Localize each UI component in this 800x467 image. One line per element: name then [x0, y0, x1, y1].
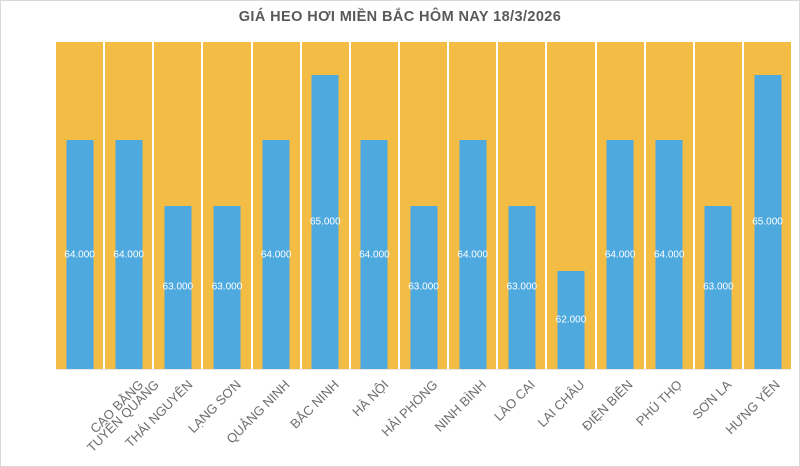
- bar-column: 64.000: [252, 42, 300, 369]
- x-axis-label: NINH BÌNH: [431, 377, 490, 435]
- bar-column: 63.000: [498, 42, 546, 369]
- bar: 65.000: [752, 74, 783, 369]
- bar: 63.000: [703, 205, 734, 369]
- bar-column: 63.000: [203, 42, 251, 369]
- bar: 62.000: [555, 270, 587, 369]
- bar: 64.000: [653, 140, 685, 369]
- bar-value-label: 64.000: [653, 249, 685, 261]
- x-axis-labels: TUYÊN QUANG CAO BẰNG THÁI NGUYÊN LẠNG SƠN QU…: [56, 370, 791, 465]
- bar-column: 64.000: [449, 42, 497, 369]
- bar-column: 62.000: [547, 42, 595, 369]
- bar-value-label: 64.000: [260, 249, 292, 261]
- bar: 65.000: [309, 74, 341, 369]
- bar: 63.000: [211, 205, 243, 369]
- bar-column: 64.000: [645, 42, 693, 369]
- bar-column: 64.000: [105, 42, 153, 369]
- bar-value-label: 63.000: [703, 281, 734, 293]
- bar: 64.000: [260, 140, 292, 369]
- x-axis-label: BẮC NINH: [287, 377, 343, 432]
- bar-column: 63.000: [154, 42, 202, 369]
- bar-value-label: 64.000: [64, 249, 95, 261]
- bar: 64.000: [457, 140, 488, 369]
- bar-column: 65.000: [301, 42, 349, 369]
- bar-value-label: 63.000: [408, 281, 439, 293]
- x-axis-label: SƠN LA: [689, 377, 735, 423]
- bar: 64.000: [604, 140, 636, 369]
- bar-value-label: 63.000: [506, 281, 538, 293]
- x-axis-label: HÀ NỘI: [348, 377, 392, 420]
- x-axis-label: PHÚ THỌ: [633, 377, 686, 429]
- bar-value-label: 62.000: [555, 314, 587, 326]
- x-axis-label: LÀO CAI: [491, 377, 539, 424]
- bar-value-label: 64.000: [359, 249, 390, 261]
- bar-column: 64.000: [56, 42, 104, 369]
- bar-value-label: 63.000: [162, 281, 194, 293]
- bar-column: 64.000: [350, 42, 398, 369]
- bar-column: 63.000: [399, 42, 448, 369]
- bar: 64.000: [359, 140, 390, 369]
- bar-column: 65.000: [743, 42, 792, 369]
- bar-column: 64.000: [596, 42, 644, 369]
- bar: 64.000: [113, 140, 144, 369]
- chart-title: GIÁ HEO HƠI MIỀN BẮC HÔM NAY 18/3/2026: [238, 9, 562, 25]
- x-axis-label: ĐIỆN BIÊN: [579, 377, 637, 434]
- bar-value-label: 64.000: [113, 249, 144, 261]
- bar-value-label: 65.000: [752, 216, 783, 228]
- bar: 63.000: [408, 205, 439, 369]
- bar: 63.000: [506, 205, 538, 369]
- bar-value-label: 64.000: [457, 249, 488, 261]
- bar-value-label: 65.000: [309, 216, 341, 228]
- bar-column: 63.000: [694, 42, 742, 369]
- bar: 64.000: [64, 140, 95, 369]
- plot-area: 64.000 64.000 63.000 63.000 64.000 65.000 64.0…: [56, 42, 792, 370]
- bar: 63.000: [162, 205, 194, 369]
- bar-value-label: 63.000: [211, 281, 243, 293]
- bar-value-label: 64.000: [604, 249, 636, 261]
